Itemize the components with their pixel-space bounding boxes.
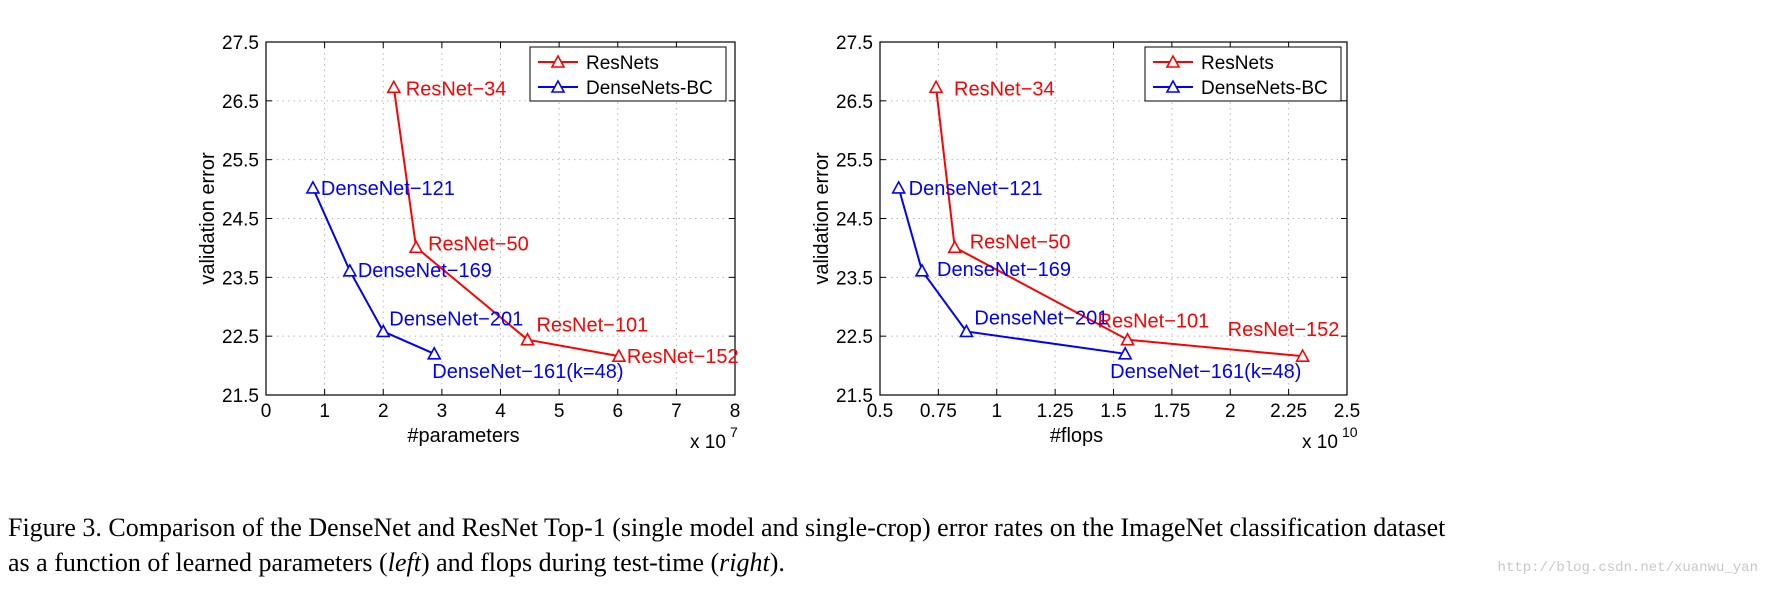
data-point-marker xyxy=(305,180,321,194)
data-point-label: DenseNet−201 xyxy=(974,307,1108,329)
series-line-resnets xyxy=(392,87,620,358)
x-tick-label: 6 xyxy=(612,401,623,422)
data-point-marker xyxy=(959,323,974,338)
x-tick-label: 5 xyxy=(554,401,565,422)
data-point-label: ResNet−34 xyxy=(954,78,1055,100)
data-point-marker xyxy=(426,346,442,360)
x-tick-label: 3 xyxy=(437,401,448,422)
x-tick-label: 4 xyxy=(495,401,506,422)
caption-line-2: as a function of learned parameters (lef… xyxy=(8,545,1763,580)
x-tick-label: 2 xyxy=(378,401,389,422)
legend-label: ResNets xyxy=(586,53,659,74)
data-point-marker xyxy=(928,79,944,94)
data-point-label: DenseNet−121 xyxy=(321,178,455,200)
y-tick-label: 21.5 xyxy=(222,386,259,407)
watermark: http://blog.csdn.net/xuanwu_yan xyxy=(1497,560,1758,576)
data-point-label: ResNet−34 xyxy=(406,78,507,100)
x-tick-label: 7 xyxy=(671,401,682,422)
legend-marker xyxy=(1165,79,1181,93)
y-tick-label: 27.5 xyxy=(836,33,873,54)
caption-left-word: left xyxy=(387,548,421,577)
legend-marker xyxy=(550,54,566,68)
legend-label: DenseNets-BC xyxy=(586,78,713,99)
caption-line-2-prefix: as a function of learned parameters ( xyxy=(8,548,388,577)
data-point-marker xyxy=(342,263,358,277)
data-point-label: ResNet−152 xyxy=(627,346,739,368)
data-point-label: ResNet−50 xyxy=(970,231,1071,253)
data-point-label: ResNet−50 xyxy=(428,233,529,255)
data-point-marker xyxy=(1117,346,1133,360)
y-axis-title: validation error xyxy=(811,152,833,285)
y-tick-label: 24.5 xyxy=(222,210,259,231)
data-point-label: DenseNet−201 xyxy=(389,308,523,330)
x-tick-label: 0 xyxy=(261,401,272,422)
data-point-marker xyxy=(408,239,424,254)
y-tick-label: 23.5 xyxy=(222,268,259,289)
caption-right-word: right xyxy=(719,548,770,577)
series-line-resnets xyxy=(935,87,1303,358)
y-tick-label: 27.5 xyxy=(222,33,259,54)
data-point-marker xyxy=(1120,332,1135,346)
x-tick-label: 1 xyxy=(319,401,330,422)
series-line-densenets-bc xyxy=(897,187,1126,355)
x-tick-label: 2.25 xyxy=(1270,401,1307,422)
x-tick-label: 8 xyxy=(730,401,741,422)
x-axis-title: #parameters xyxy=(407,425,519,447)
data-point-label: ResNet−152 xyxy=(1228,319,1340,341)
y-tick-label: 22.5 xyxy=(836,327,873,348)
caption-line-2-suffix: ). xyxy=(769,548,785,577)
data-point-label: ResNet−101 xyxy=(536,315,648,337)
data-point-label: DenseNet−161(k=48) xyxy=(1110,361,1301,383)
x-multiplier-exponent: 7 xyxy=(730,424,738,440)
y-tick-label: 26.5 xyxy=(836,92,873,113)
y-tick-label: 21.5 xyxy=(836,386,873,407)
x-multiplier-base: x 10 xyxy=(690,432,726,453)
legend-marker xyxy=(550,79,566,93)
data-point-marker xyxy=(947,239,963,254)
y-tick-label: 25.5 xyxy=(836,151,873,172)
caption-line-1: Figure 3. Comparison of the DenseNet and… xyxy=(8,513,1446,542)
y-tick-label: 24.5 xyxy=(836,210,873,231)
figure-caption: Figure 3. Comparison of the DenseNet and… xyxy=(8,510,1763,580)
data-point-label: ResNet−101 xyxy=(1098,311,1210,333)
legend-marker xyxy=(1165,54,1181,68)
series-line-densenets-bc xyxy=(311,187,435,355)
data-point-label: DenseNet−169 xyxy=(937,259,1071,281)
data-point-marker xyxy=(1295,348,1310,362)
x-tick-label: 0.5 xyxy=(867,401,893,422)
x-tick-label: 0.75 xyxy=(920,401,957,422)
data-point-marker xyxy=(611,348,627,362)
data-point-marker xyxy=(914,263,930,277)
x-multiplier-exponent: 10 xyxy=(1342,424,1358,440)
x-tick-label: 2.5 xyxy=(1334,401,1360,422)
legend-label: ResNets xyxy=(1201,53,1274,74)
data-point-label: DenseNet−161(k=48) xyxy=(432,361,623,383)
x-tick-label: 2 xyxy=(1225,401,1236,422)
data-point-marker xyxy=(386,79,402,94)
y-tick-label: 22.5 xyxy=(222,327,259,348)
y-tick-label: 23.5 xyxy=(836,268,873,289)
y-tick-label: 25.5 xyxy=(222,151,259,172)
data-point-marker xyxy=(891,180,907,194)
data-point-label: DenseNet−121 xyxy=(909,178,1043,200)
chart-flops: 0.5 0.75 1 1.25 1.5 1.75 2 2.25 2.5 21.5 22.5 23.5 2… xyxy=(811,33,1360,453)
x-axis-title: #flops xyxy=(1050,425,1103,447)
data-point-marker xyxy=(520,332,535,346)
legend-label: DenseNets-BC xyxy=(1201,78,1328,99)
data-point-marker xyxy=(375,323,391,338)
x-tick-label: 1 xyxy=(991,401,1002,422)
y-tick-label: 26.5 xyxy=(222,92,259,113)
x-tick-label: 1.5 xyxy=(1100,401,1126,422)
y-axis-title: validation error xyxy=(197,152,219,285)
chart-params: 0 1 2 3 4 5 6 7 8 21.5 22.5 23.5 24.5 25.5 26.5 27.5 #pa… xyxy=(197,33,740,453)
data-point-label: DenseNet−169 xyxy=(358,260,492,282)
x-tick-label: 1.75 xyxy=(1153,401,1190,422)
caption-line-2-middle: ) and flops during test-time ( xyxy=(420,548,720,577)
x-tick-label: 1.25 xyxy=(1037,401,1074,422)
x-multiplier-base: x 10 xyxy=(1302,432,1338,453)
